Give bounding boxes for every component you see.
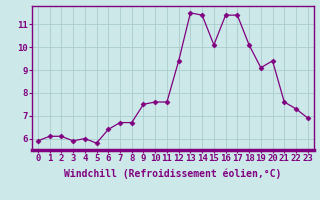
X-axis label: Windchill (Refroidissement éolien,°C): Windchill (Refroidissement éolien,°C) bbox=[64, 169, 282, 179]
